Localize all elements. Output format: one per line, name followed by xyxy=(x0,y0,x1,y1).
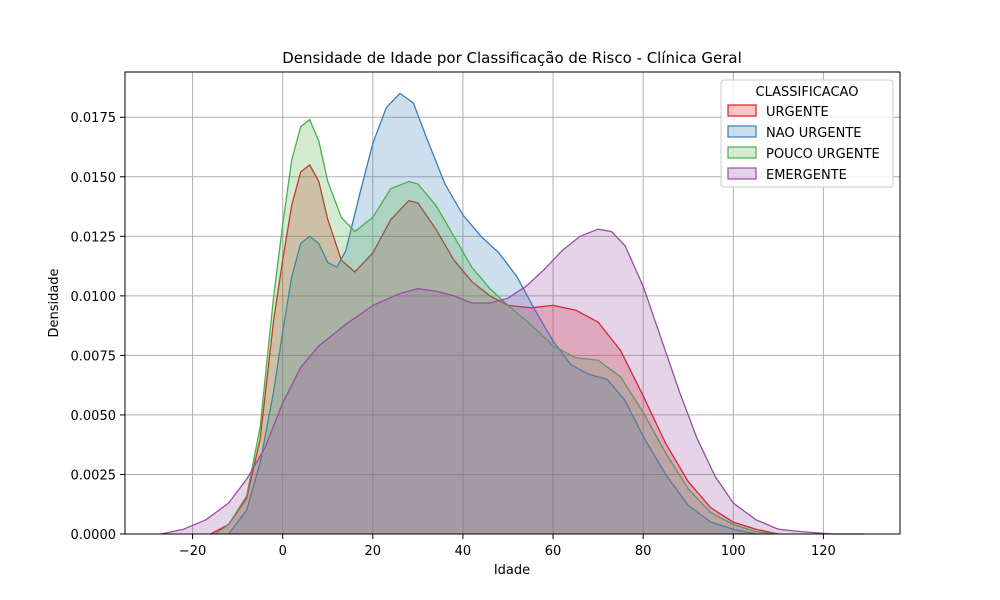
y-tick-label: 0.0025 xyxy=(71,468,117,483)
x-tick-label: 60 xyxy=(545,544,562,559)
line-pouco-urgente xyxy=(214,118,779,535)
plot-frame xyxy=(124,71,901,535)
x-tick-label: 40 xyxy=(455,544,472,559)
area-pouco-urgente xyxy=(215,119,779,534)
area-nao-urgente xyxy=(228,93,756,535)
y-tick-label: 0.0000 xyxy=(71,528,117,543)
y-tick-label: 0.0050 xyxy=(71,409,117,424)
y-tick-label: 0.0100 xyxy=(71,290,117,305)
legend-items: URGENTE NAO URGENTE POUCO URGENTE EMERGENTE xyxy=(727,104,880,183)
x-axis-ticks: −20 0 20 40 60 80 100 120 xyxy=(179,534,836,559)
y-tick-label: 0.0150 xyxy=(71,171,117,186)
x-tick-label: 0 xyxy=(279,544,287,559)
x-tick-label: 120 xyxy=(811,544,836,559)
line-emergente xyxy=(160,228,864,535)
legend-label-urgente: URGENTE xyxy=(766,105,829,120)
y-axis-ticks: 0.0000 0.0025 0.0050 0.0075 0.0100 0.0125 0.01… xyxy=(71,111,125,543)
x-tick-label: 20 xyxy=(365,544,382,559)
x-tick-label: 100 xyxy=(721,544,746,559)
x-tick-label: −20 xyxy=(179,544,206,559)
legend-title: CLASSIFICACAO xyxy=(756,85,859,100)
y-axis-label: Densidade xyxy=(47,268,62,337)
chart-title: Densidade de Idade por Classificação de … xyxy=(282,49,742,67)
legend: CLASSIFICACAO URGENTE NAO URGENTE POUCO UR… xyxy=(720,79,894,188)
line-nao-urgente xyxy=(228,92,756,535)
legend-swatch-pouco-urgente xyxy=(727,146,757,159)
legend-label-emergente: EMERGENTE xyxy=(766,168,847,183)
legend-swatch-urgente xyxy=(727,104,757,117)
legend-swatch-nao-urgente xyxy=(727,125,757,138)
y-tick-label: 0.0125 xyxy=(71,230,117,245)
legend-label-nao-urgente: NAO URGENTE xyxy=(766,126,861,141)
x-axis-label: Idade xyxy=(494,563,530,578)
legend-box xyxy=(720,79,894,188)
x-tick-label: 80 xyxy=(635,544,652,559)
legend-label-pouco-urgente: POUCO URGENTE xyxy=(766,147,880,162)
legend-swatch-emergente xyxy=(727,167,757,180)
area-urgente xyxy=(210,164,779,534)
density-series xyxy=(160,92,864,535)
area-emergente xyxy=(161,229,864,534)
y-tick-label: 0.0075 xyxy=(71,349,117,364)
y-tick-label: 0.0175 xyxy=(71,111,117,126)
line-urgente xyxy=(210,163,779,535)
